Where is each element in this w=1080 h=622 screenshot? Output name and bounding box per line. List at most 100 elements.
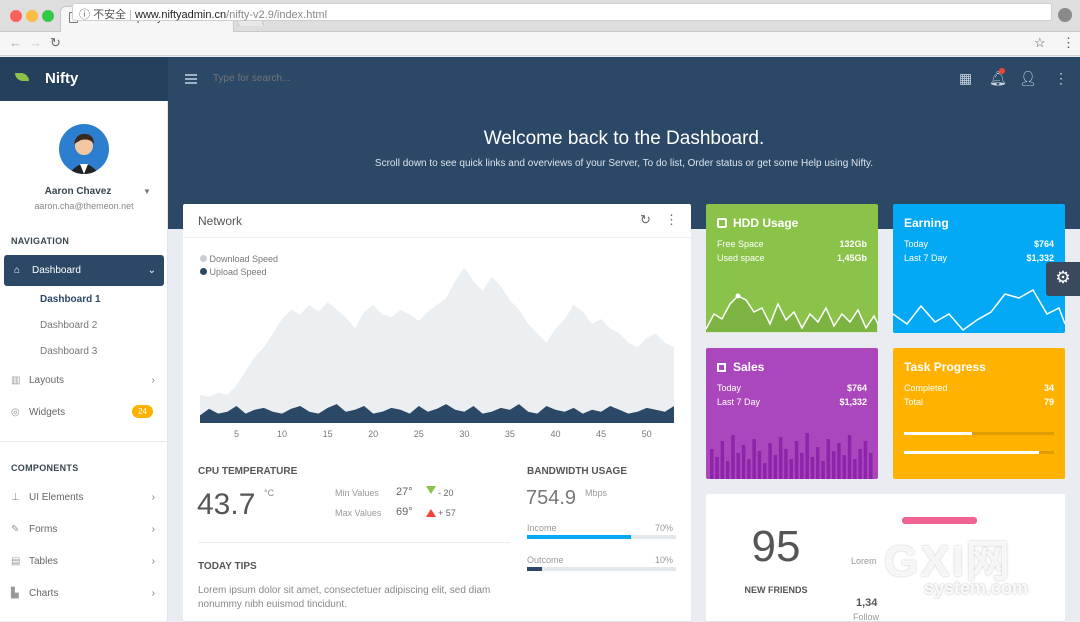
outcome-progress-fill	[527, 567, 542, 571]
sales-bar	[725, 461, 730, 479]
avatar[interactable]	[59, 124, 109, 174]
profile-name[interactable]: Aaron Chavez	[44, 186, 112, 197]
earning-tile[interactable]: Earning Today $764 Last 7 Day $1,332	[893, 204, 1065, 333]
browser-menu-icon[interactable]: ⋮	[1062, 35, 1075, 50]
profile-email: aaron.cha@themeon.net	[34, 201, 134, 211]
sidebar-item-label: Forms	[29, 524, 58, 535]
task-row2-value: 79	[1043, 397, 1054, 407]
sales-tile[interactable]: Sales Today $764 Last 7 Day $1,332	[706, 348, 878, 479]
sales-bar	[837, 443, 841, 479]
sidebar-item-label: Charts	[29, 588, 59, 599]
minimize-window-icon[interactable]	[26, 10, 38, 22]
brand[interactable]: Nifty	[0, 57, 168, 101]
legend-upload-label: Upload Speed	[209, 267, 267, 277]
sidebar-item-label: Tables	[29, 556, 58, 567]
sidebar-subitem-dashboard-3[interactable]: Dashboard 3	[40, 346, 98, 357]
forward-icon[interactable]: →	[29, 35, 42, 50]
address-bar	[0, 32, 1080, 56]
max-delta: + 57	[438, 508, 456, 518]
chevron-right-icon: ›	[151, 492, 155, 503]
widgets-icon: ◎	[11, 407, 20, 418]
settings-gear-icon[interactable]: ⚙	[1046, 262, 1080, 296]
sidebar-item-tables[interactable]: ▤ Tables ›	[11, 556, 161, 567]
task-row1-label: Completed	[904, 383, 948, 393]
watermark-line1: GXI网	[884, 537, 1012, 586]
earning-row1-label: Today	[904, 239, 929, 249]
sidebar-item-ui-elements[interactable]: ⊥ UI Elements ›	[11, 492, 161, 503]
sales-bar	[816, 447, 820, 479]
sales-bar	[831, 451, 836, 479]
list-toggle-icon[interactable]	[185, 74, 197, 84]
task-progress-tile[interactable]: Task Progress Completed 34 Total 79	[893, 348, 1065, 479]
sales-bar	[853, 459, 857, 479]
task-total-track	[904, 451, 1054, 454]
legend-download-label: Download Speed	[209, 254, 279, 264]
triangle-down-icon	[426, 486, 436, 494]
sidebar-divider	[0, 441, 168, 442]
insecure-label: 不安全	[93, 9, 127, 21]
x-axis-ticks: 5 10 15 20 25 30 35 40 45 50	[234, 429, 652, 439]
url-field[interactable]: ⓘ 不安全 | www.niftyadmin.cn/nifty-v2.9/ind…	[72, 3, 1052, 21]
sales-bar	[731, 435, 735, 479]
bell-icon[interactable]: 🔔︎	[989, 70, 1007, 86]
legend-download: Download Speed	[200, 254, 278, 264]
back-icon[interactable]: ←	[9, 35, 22, 50]
x-tick-label: 45	[596, 429, 606, 439]
search-input[interactable]	[213, 73, 393, 84]
leaf-logo-icon	[15, 73, 29, 81]
min-value: 27°	[396, 486, 413, 498]
sidebar-item-label: Dashboard	[32, 265, 81, 276]
sidebar-item-widgets[interactable]: ◎ Widgets 24	[11, 405, 161, 418]
network-title: Network	[198, 214, 243, 228]
hdd-row2-value: 1,45Gb	[836, 253, 867, 263]
components-title: COMPONENTS	[11, 463, 79, 473]
outcome-progress-track	[527, 567, 676, 571]
legend-upload: Upload Speed	[200, 267, 267, 277]
earning-row2-label: Last 7 Day	[904, 253, 948, 263]
hdd-usage-tile[interactable]: HDD Usage Free Space 132Gb Used space 1,45…	[706, 204, 878, 333]
sales-bar	[736, 453, 740, 479]
url-path: /nifty-v2.9/index.html	[226, 9, 328, 21]
sales-title: Sales	[733, 360, 765, 374]
income-label: Income	[527, 523, 557, 533]
bandwidth-value: 754.9	[526, 487, 577, 509]
maximize-window-icon[interactable]	[42, 10, 54, 22]
sidebar-subitem-dashboard-2[interactable]: Dashboard 2	[40, 320, 98, 331]
sidebar-subitem-dashboard-1[interactable]: Dashboard 1	[40, 294, 101, 305]
outcome-pct: 10%	[655, 555, 674, 565]
more-vertical-icon[interactable]: ⋮	[665, 212, 678, 227]
more-vertical-icon[interactable]: ⋮	[1054, 70, 1068, 86]
sales-bar	[773, 455, 778, 479]
sidebar-item-charts[interactable]: ▙ Charts ›	[11, 588, 161, 599]
task-progress-fill	[904, 432, 972, 435]
hdd-row1-value: 132Gb	[839, 239, 867, 249]
friends-count: 95	[751, 522, 801, 571]
notification-dot	[999, 68, 1005, 74]
refresh-icon[interactable]: ↻	[640, 212, 651, 227]
sidebar-item-label: UI Elements	[29, 492, 84, 503]
banner-title: Welcome back to the Dashboard.	[483, 128, 765, 149]
profile-icon[interactable]	[1058, 8, 1072, 22]
hdd-title: HDD Usage	[733, 216, 799, 230]
divider	[198, 542, 510, 543]
chevron-down-icon: ⌄	[147, 265, 156, 276]
sales-bar	[710, 449, 714, 479]
sales-bar	[810, 457, 815, 479]
info-icon: ⓘ	[79, 9, 90, 21]
sidebar-item-dashboard[interactable]: ⌂ Dashboard ⌄	[4, 255, 164, 286]
upload-area	[200, 404, 674, 423]
table-icon: ▤	[11, 556, 21, 567]
grid-icon[interactable]: ▦	[959, 70, 973, 86]
user-icon[interactable]: 👤︎	[1019, 70, 1037, 86]
reload-icon[interactable]: ↻	[50, 35, 61, 50]
ui-elements-icon: ⊥	[11, 492, 20, 503]
sidebar-item-forms[interactable]: ✎ Forms ›	[11, 524, 161, 535]
caret-down-icon[interactable]: ▼	[143, 187, 151, 196]
network-panel-header: Network ↻ ⋮	[183, 204, 691, 238]
sidebar-item-layouts[interactable]: ▥ Layouts ›	[11, 375, 161, 386]
close-window-icon[interactable]	[10, 10, 22, 22]
legend-swatch	[200, 255, 207, 262]
sales-bar	[863, 441, 868, 479]
sales-row2-value: $1,332	[839, 397, 867, 407]
bookmark-star-icon[interactable]: ☆	[1034, 35, 1046, 50]
